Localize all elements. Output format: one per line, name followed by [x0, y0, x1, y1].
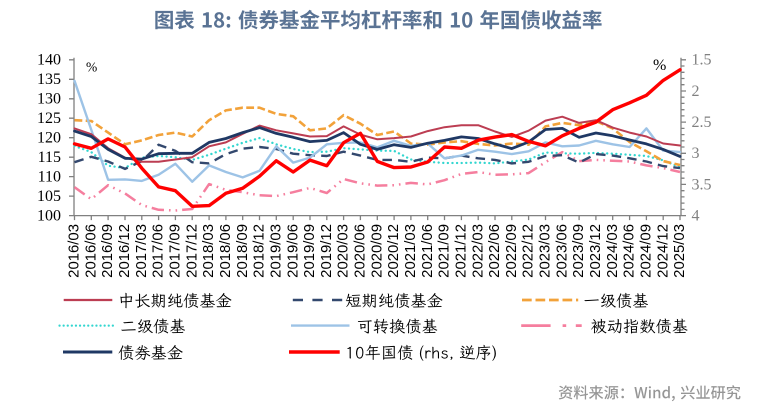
svg-text:4: 4 — [692, 208, 700, 225]
svg-text:2017/06: 2017/06 — [151, 224, 167, 278]
svg-text:2: 2 — [692, 83, 700, 100]
svg-text:1.5: 1.5 — [692, 52, 712, 69]
svg-text:2022/12: 2022/12 — [521, 224, 537, 278]
svg-text:2020/03: 2020/03 — [336, 224, 352, 278]
svg-text:110: 110 — [38, 169, 61, 186]
svg-text:130: 130 — [37, 91, 61, 108]
svg-text:2021/09: 2021/09 — [437, 224, 453, 278]
svg-text:2017/12: 2017/12 — [184, 224, 200, 278]
svg-text:2024/12: 2024/12 — [655, 224, 671, 278]
svg-text:2016/03: 2016/03 — [67, 224, 83, 278]
svg-text:2023/09: 2023/09 — [571, 224, 587, 278]
svg-text:2023/12: 2023/12 — [588, 224, 604, 278]
svg-text:2023/03: 2023/03 — [538, 224, 554, 278]
svg-text:125: 125 — [37, 110, 61, 127]
svg-text:135: 135 — [37, 71, 61, 88]
svg-text:2019/09: 2019/09 — [302, 224, 318, 278]
svg-text:2018/06: 2018/06 — [218, 224, 234, 278]
svg-text:2018/12: 2018/12 — [252, 224, 268, 278]
svg-text:2019/03: 2019/03 — [268, 224, 284, 278]
svg-text:2025/03: 2025/03 — [672, 224, 688, 278]
svg-text:2019/06: 2019/06 — [285, 224, 301, 278]
svg-text:2024/09: 2024/09 — [639, 224, 655, 278]
svg-text:3.5: 3.5 — [692, 176, 712, 193]
svg-text:%: % — [86, 60, 97, 75]
svg-text:2022/03: 2022/03 — [470, 224, 486, 278]
svg-text:3: 3 — [692, 145, 700, 162]
svg-text:2016/09: 2016/09 — [100, 224, 116, 278]
svg-text:2.5: 2.5 — [692, 114, 712, 131]
svg-text:2021/12: 2021/12 — [454, 224, 470, 278]
svg-text:2023/06: 2023/06 — [554, 224, 570, 278]
svg-text:2018/03: 2018/03 — [201, 224, 217, 278]
svg-text:140: 140 — [37, 52, 61, 69]
svg-text:2024/06: 2024/06 — [622, 224, 638, 278]
svg-text:115: 115 — [38, 149, 61, 166]
svg-text:2018/09: 2018/09 — [235, 224, 251, 278]
svg-text:2022/09: 2022/09 — [504, 224, 520, 278]
svg-text:2020/09: 2020/09 — [369, 224, 385, 278]
svg-text:2019/12: 2019/12 — [319, 224, 335, 278]
svg-text:2020/06: 2020/06 — [353, 224, 369, 278]
svg-text:%: % — [653, 57, 666, 74]
svg-text:2020/12: 2020/12 — [386, 224, 402, 278]
svg-text:2017/09: 2017/09 — [168, 224, 184, 278]
svg-text:120: 120 — [37, 130, 61, 147]
svg-text:2016/12: 2016/12 — [117, 224, 133, 278]
svg-text:2021/03: 2021/03 — [403, 224, 419, 278]
svg-text:2021/06: 2021/06 — [420, 224, 436, 278]
svg-text:2024/03: 2024/03 — [605, 224, 621, 278]
svg-text:2022/06: 2022/06 — [487, 224, 503, 278]
svg-text:2017/03: 2017/03 — [134, 224, 150, 278]
svg-text:100: 100 — [37, 208, 61, 225]
svg-text:105: 105 — [37, 188, 61, 205]
svg-text:2016/06: 2016/06 — [83, 224, 99, 278]
